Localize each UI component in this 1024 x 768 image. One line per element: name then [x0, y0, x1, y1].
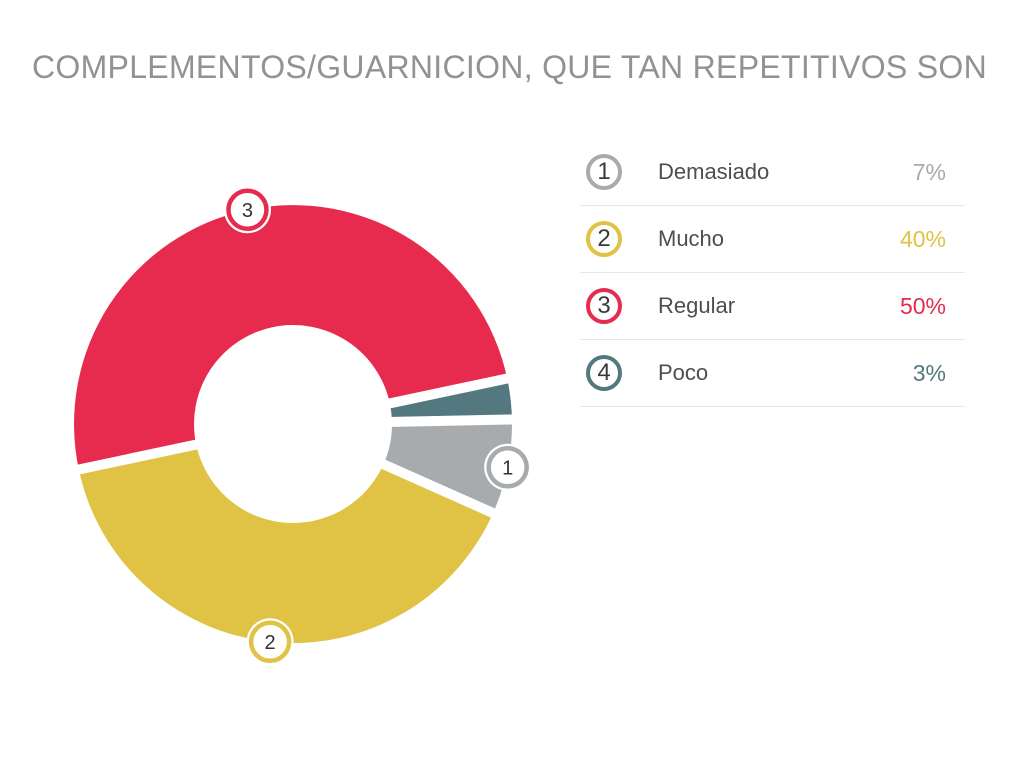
legend-percent: 3%	[912, 359, 946, 386]
legend-percent: 7%	[912, 158, 946, 185]
legend-percent: 50%	[899, 292, 946, 319]
legend-rank-number: 1	[597, 158, 611, 185]
segment-marker-2: 2	[246, 618, 294, 666]
segment-marker-1: 1	[484, 443, 532, 491]
legend-rank-number: 4	[597, 359, 611, 386]
donut-segment-poco	[389, 378, 512, 422]
segment-divider	[378, 414, 528, 428]
legend-label: Mucho	[658, 226, 725, 251]
segment-divider	[369, 454, 509, 524]
donut-segment-regular	[74, 205, 508, 470]
legend-label: Poco	[658, 360, 709, 385]
marker-digit: 3	[242, 200, 253, 222]
segment-divider	[376, 370, 523, 412]
marker-ring	[226, 188, 269, 232]
legend-percent: 40%	[899, 225, 946, 252]
legend-label: Regular	[658, 293, 736, 318]
segment-marker-3: 3	[223, 186, 271, 234]
marker-digit: 1	[502, 457, 513, 479]
segment-divider	[63, 436, 210, 478]
legend-row-regular: 3 Regular 50%	[580, 273, 965, 340]
legend-row-poco: 4 Poco 3%	[580, 340, 965, 407]
marker-ring	[486, 446, 529, 489]
legend-rank-number: 3	[597, 292, 611, 319]
donut-segment-demasiado	[383, 419, 512, 514]
legend-rank-badge: 1	[586, 154, 622, 190]
chart-legend: 1 Demasiado 7% 2 Mucho 40% 3 Regular 50%…	[580, 139, 965, 407]
legend-rank-number: 2	[597, 225, 611, 252]
marker-digit: 2	[265, 632, 276, 654]
legend-rank-badge: 4	[586, 355, 622, 391]
marker-ring	[248, 620, 292, 664]
page-title: COMPLEMENTOS/GUARNICION, QUE TAN REPETIT…	[32, 49, 987, 85]
legend-rank-badge: 3	[586, 288, 622, 324]
legend-row-mucho: 2 Mucho 40%	[580, 206, 965, 273]
donut-segment-mucho	[78, 444, 494, 644]
legend-row-demasiado: 1 Demasiado 7%	[580, 139, 965, 206]
legend-rank-badge: 2	[586, 221, 622, 257]
legend-label: Demasiado	[658, 159, 770, 184]
